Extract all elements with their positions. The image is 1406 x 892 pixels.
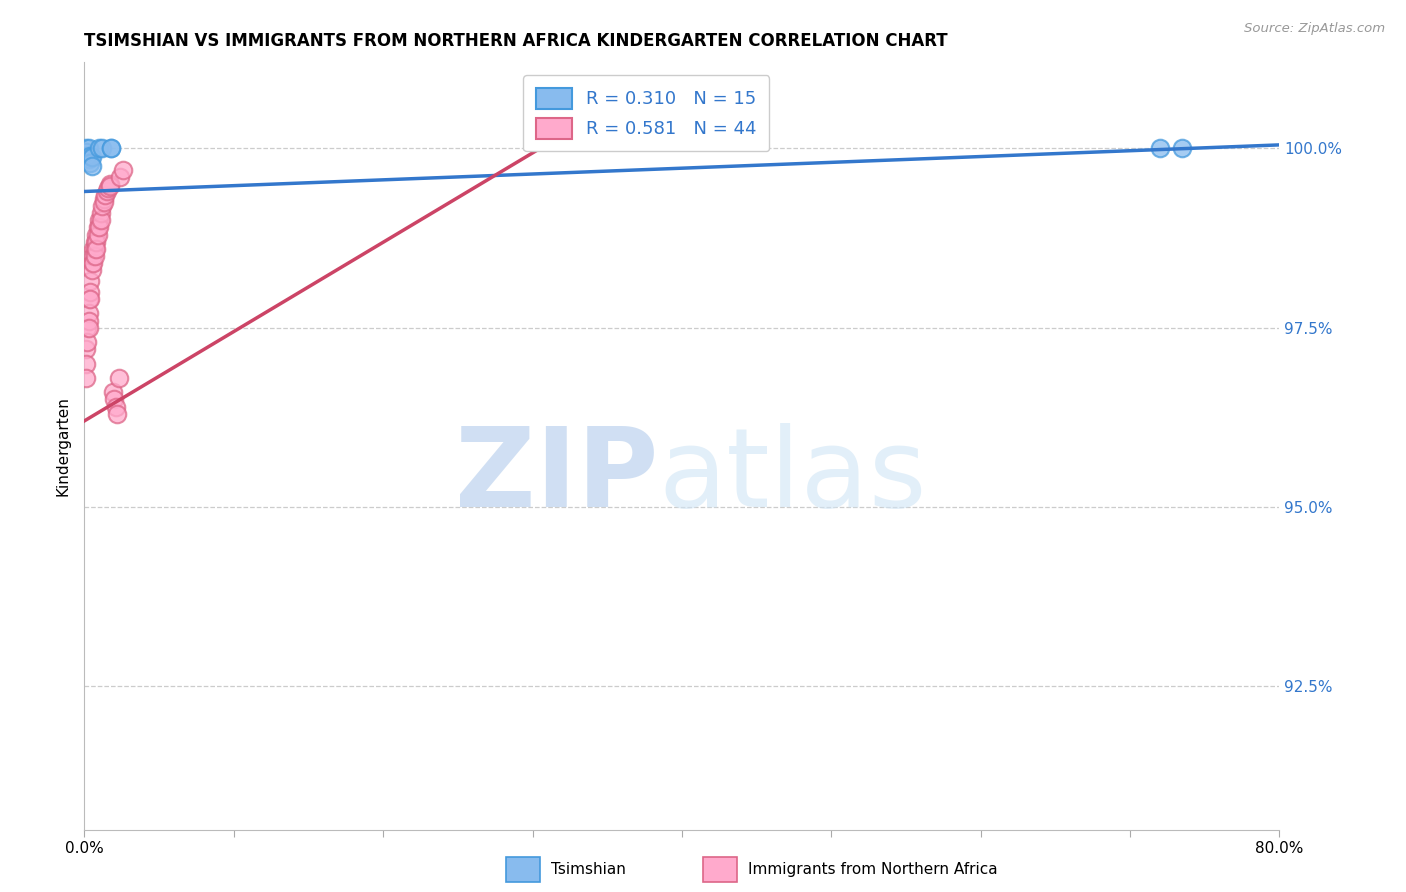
Text: ZIP: ZIP xyxy=(454,423,658,530)
Text: Source: ZipAtlas.com: Source: ZipAtlas.com xyxy=(1244,22,1385,36)
FancyBboxPatch shape xyxy=(703,857,737,882)
Point xyxy=(83,249,105,263)
Point xyxy=(91,199,114,213)
Point xyxy=(80,150,103,164)
Point xyxy=(93,192,115,206)
Text: Tsimshian: Tsimshian xyxy=(551,863,626,877)
Point xyxy=(80,256,103,270)
Point xyxy=(75,357,97,371)
Point xyxy=(79,285,101,299)
Point xyxy=(87,220,110,235)
Point xyxy=(112,163,135,178)
Point xyxy=(96,185,118,199)
Text: atlas: atlas xyxy=(658,423,927,530)
Point xyxy=(89,141,111,155)
Text: Immigrants from Northern Africa: Immigrants from Northern Africa xyxy=(748,863,998,877)
Point xyxy=(75,342,97,356)
Point xyxy=(100,141,122,155)
Point xyxy=(76,334,98,349)
Point xyxy=(93,195,115,210)
Point xyxy=(110,170,132,185)
Point xyxy=(80,263,103,277)
Point xyxy=(94,188,117,202)
Point xyxy=(97,181,120,195)
Point xyxy=(1149,141,1171,155)
Point xyxy=(86,235,108,249)
Point xyxy=(103,392,125,407)
Text: TSIMSHIAN VS IMMIGRANTS FROM NORTHERN AFRICA KINDERGARTEN CORRELATION CHART: TSIMSHIAN VS IMMIGRANTS FROM NORTHERN AF… xyxy=(84,32,948,50)
Point xyxy=(75,145,97,159)
Y-axis label: Kindergarten: Kindergarten xyxy=(55,396,70,496)
Point xyxy=(83,235,105,249)
Point xyxy=(87,227,110,242)
Point xyxy=(79,274,101,288)
Point xyxy=(100,141,122,155)
Point xyxy=(98,178,121,193)
Point xyxy=(86,227,108,242)
Point xyxy=(89,220,111,235)
Point xyxy=(105,407,128,421)
Point xyxy=(101,385,124,400)
Point xyxy=(98,178,121,192)
Point xyxy=(82,256,104,270)
FancyBboxPatch shape xyxy=(506,857,540,882)
Point xyxy=(90,206,112,220)
Point xyxy=(79,156,101,170)
Point xyxy=(86,242,108,256)
Point xyxy=(76,148,98,162)
Point xyxy=(77,320,100,334)
Point xyxy=(104,400,127,414)
Legend: R = 0.310   N = 15, R = 0.581   N = 44: R = 0.310 N = 15, R = 0.581 N = 44 xyxy=(523,75,769,152)
Point xyxy=(77,313,100,327)
Point xyxy=(1171,141,1194,155)
Point xyxy=(75,141,97,155)
Point xyxy=(83,242,105,256)
Point xyxy=(77,153,100,167)
Point xyxy=(82,249,104,263)
Point xyxy=(76,320,98,334)
Point xyxy=(107,371,129,385)
Point xyxy=(80,160,103,174)
Point xyxy=(90,213,112,227)
Point xyxy=(79,292,101,306)
Point xyxy=(77,141,100,155)
Point xyxy=(75,371,97,385)
Point xyxy=(79,148,101,162)
Point xyxy=(77,292,100,306)
Point xyxy=(89,213,111,227)
Point xyxy=(91,141,114,155)
Point xyxy=(77,306,100,320)
Point xyxy=(82,242,104,256)
